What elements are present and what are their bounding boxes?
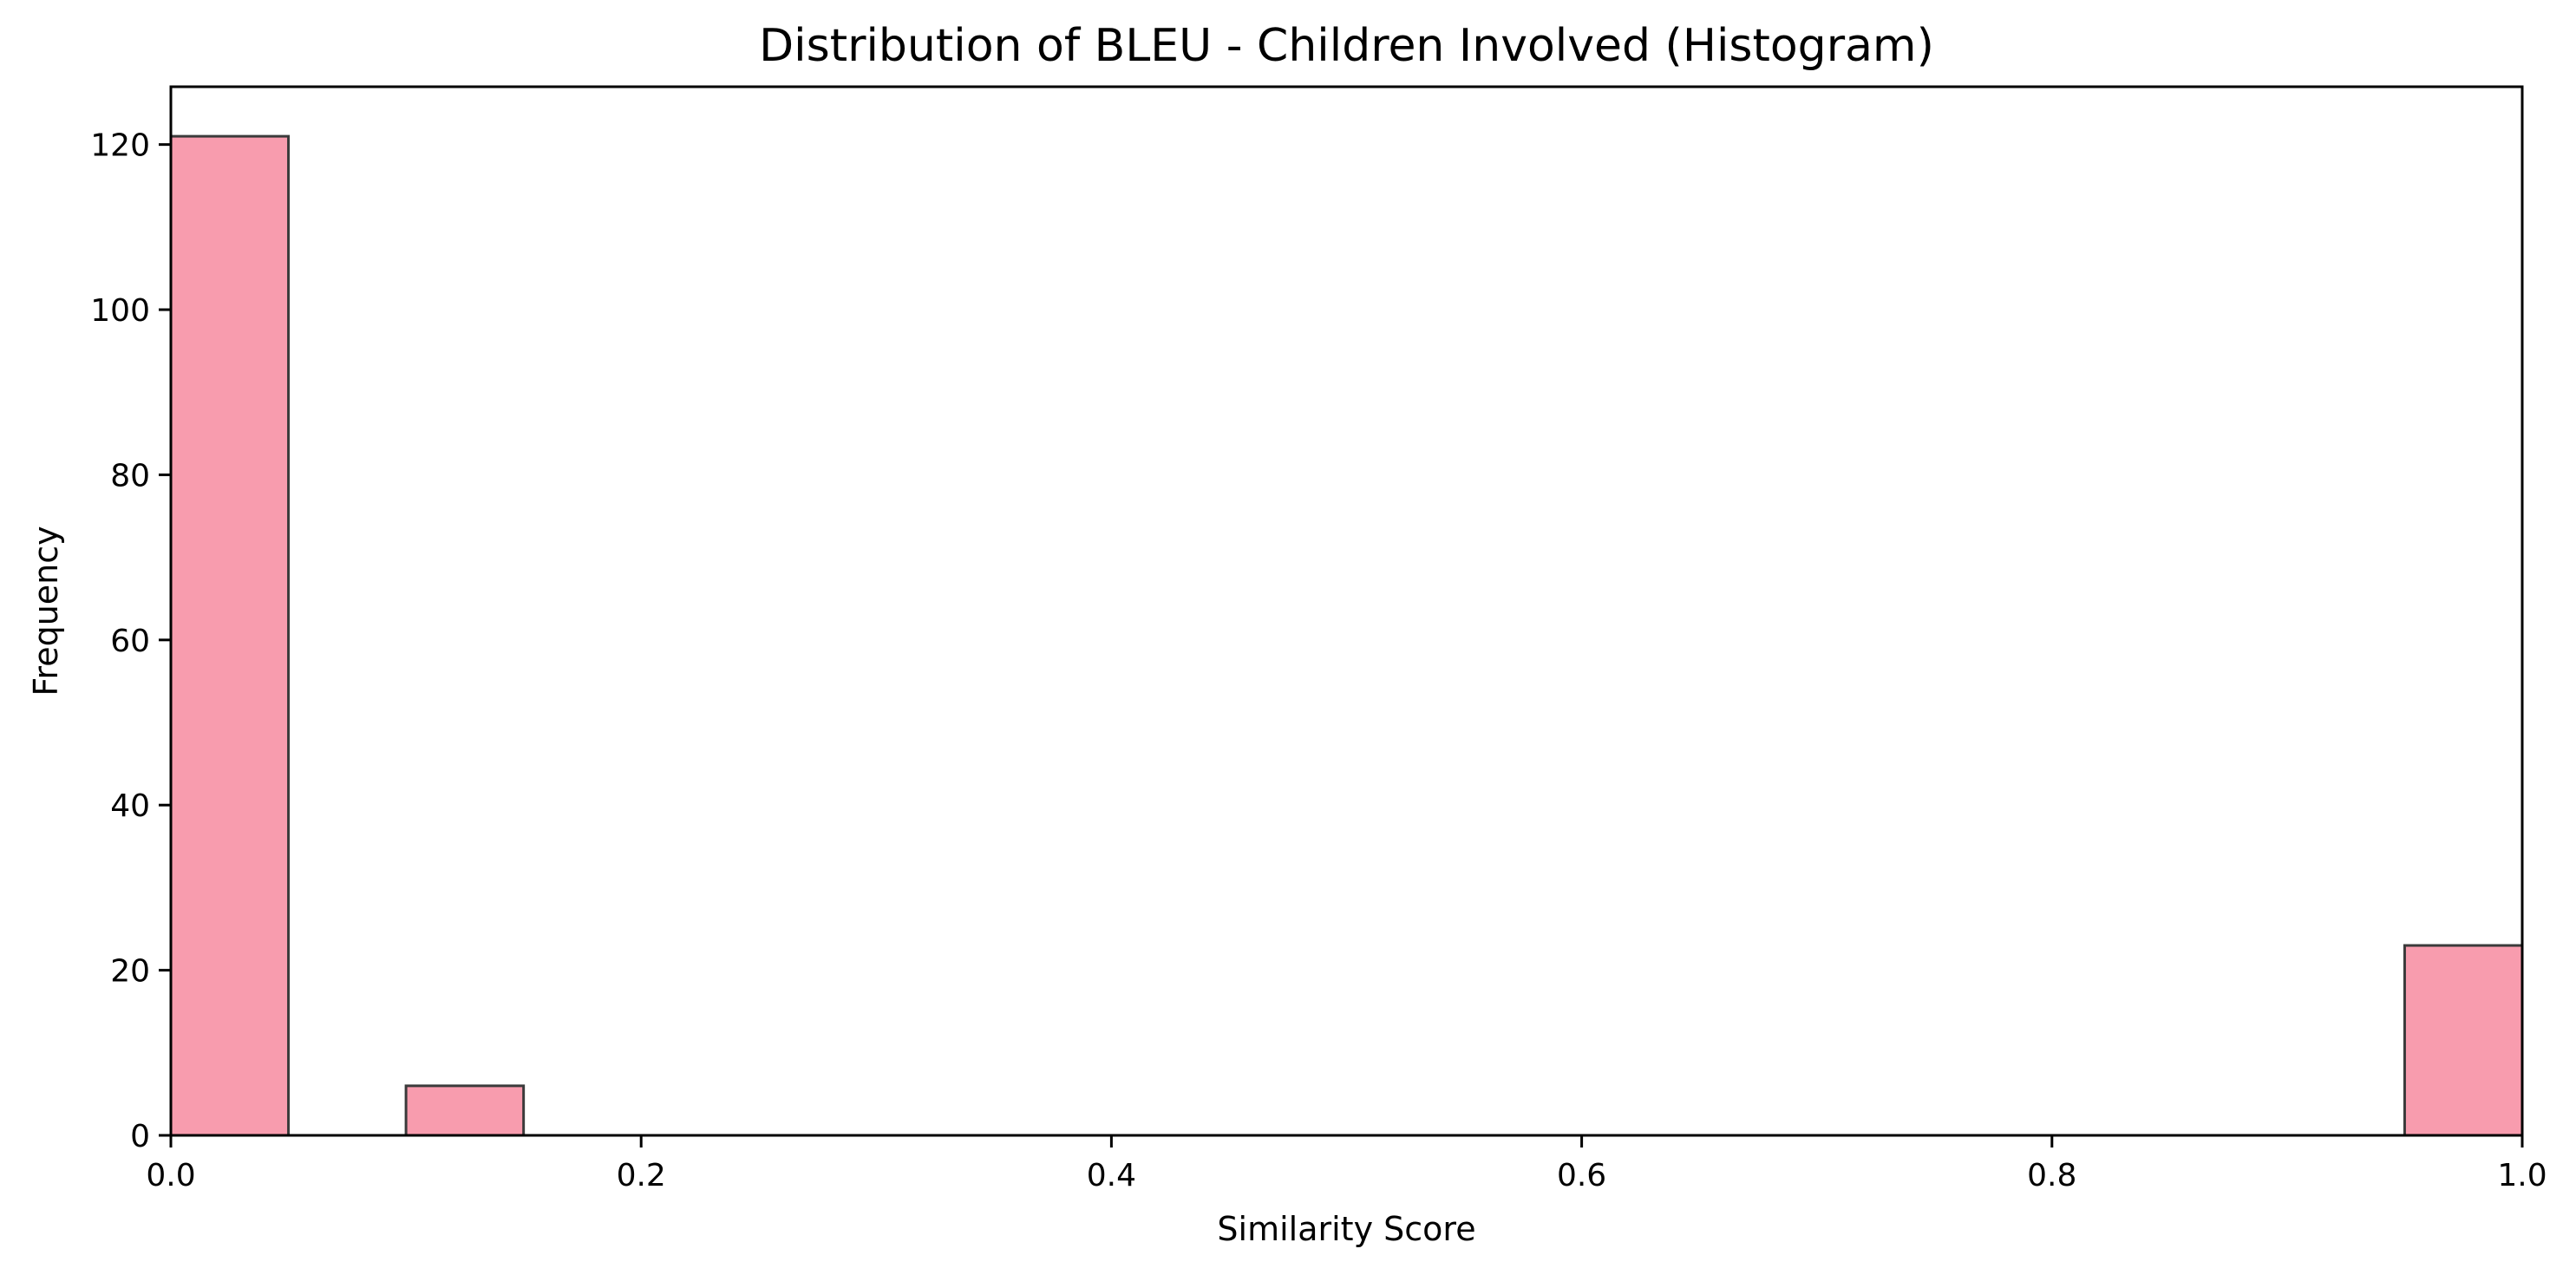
x-tick-label-4: 0.8 xyxy=(2027,1158,2076,1193)
y-axis-ticks: 0 20 40 60 80 100 120 xyxy=(90,128,171,1154)
bars-group xyxy=(169,134,2524,1137)
x-tick-label-1: 0.2 xyxy=(617,1158,666,1193)
chart-title: Distribution of BLEU - Children Involved… xyxy=(759,20,1934,72)
histogram-bar-2 xyxy=(2403,944,2524,1137)
y-tick-label-5: 100 xyxy=(90,293,150,329)
plot-frame xyxy=(169,85,2524,1137)
y-axis-label: Frequency xyxy=(27,526,65,696)
y-tick-label-4: 80 xyxy=(110,458,150,494)
x-tick-label-3: 0.6 xyxy=(1557,1158,1606,1193)
x-axis-ticks: 0.0 0.2 0.4 0.6 0.8 1.0 xyxy=(146,1135,2547,1193)
x-tick-label-2: 0.4 xyxy=(1087,1158,1136,1193)
x-tick-label-5: 1.0 xyxy=(2497,1158,2547,1193)
x-tick-label-0: 0.0 xyxy=(146,1158,195,1193)
x-axis-label: Similarity Score xyxy=(1217,1210,1475,1248)
y-tick-label-2: 40 xyxy=(110,788,150,824)
y-tick-label-6: 120 xyxy=(90,128,150,164)
y-tick-label-3: 60 xyxy=(110,624,150,659)
histogram-bar-1 xyxy=(404,1084,526,1137)
histogram-bar-0 xyxy=(169,134,291,1137)
y-tick-label-0: 0 xyxy=(130,1119,150,1154)
y-tick-label-1: 20 xyxy=(110,954,150,990)
